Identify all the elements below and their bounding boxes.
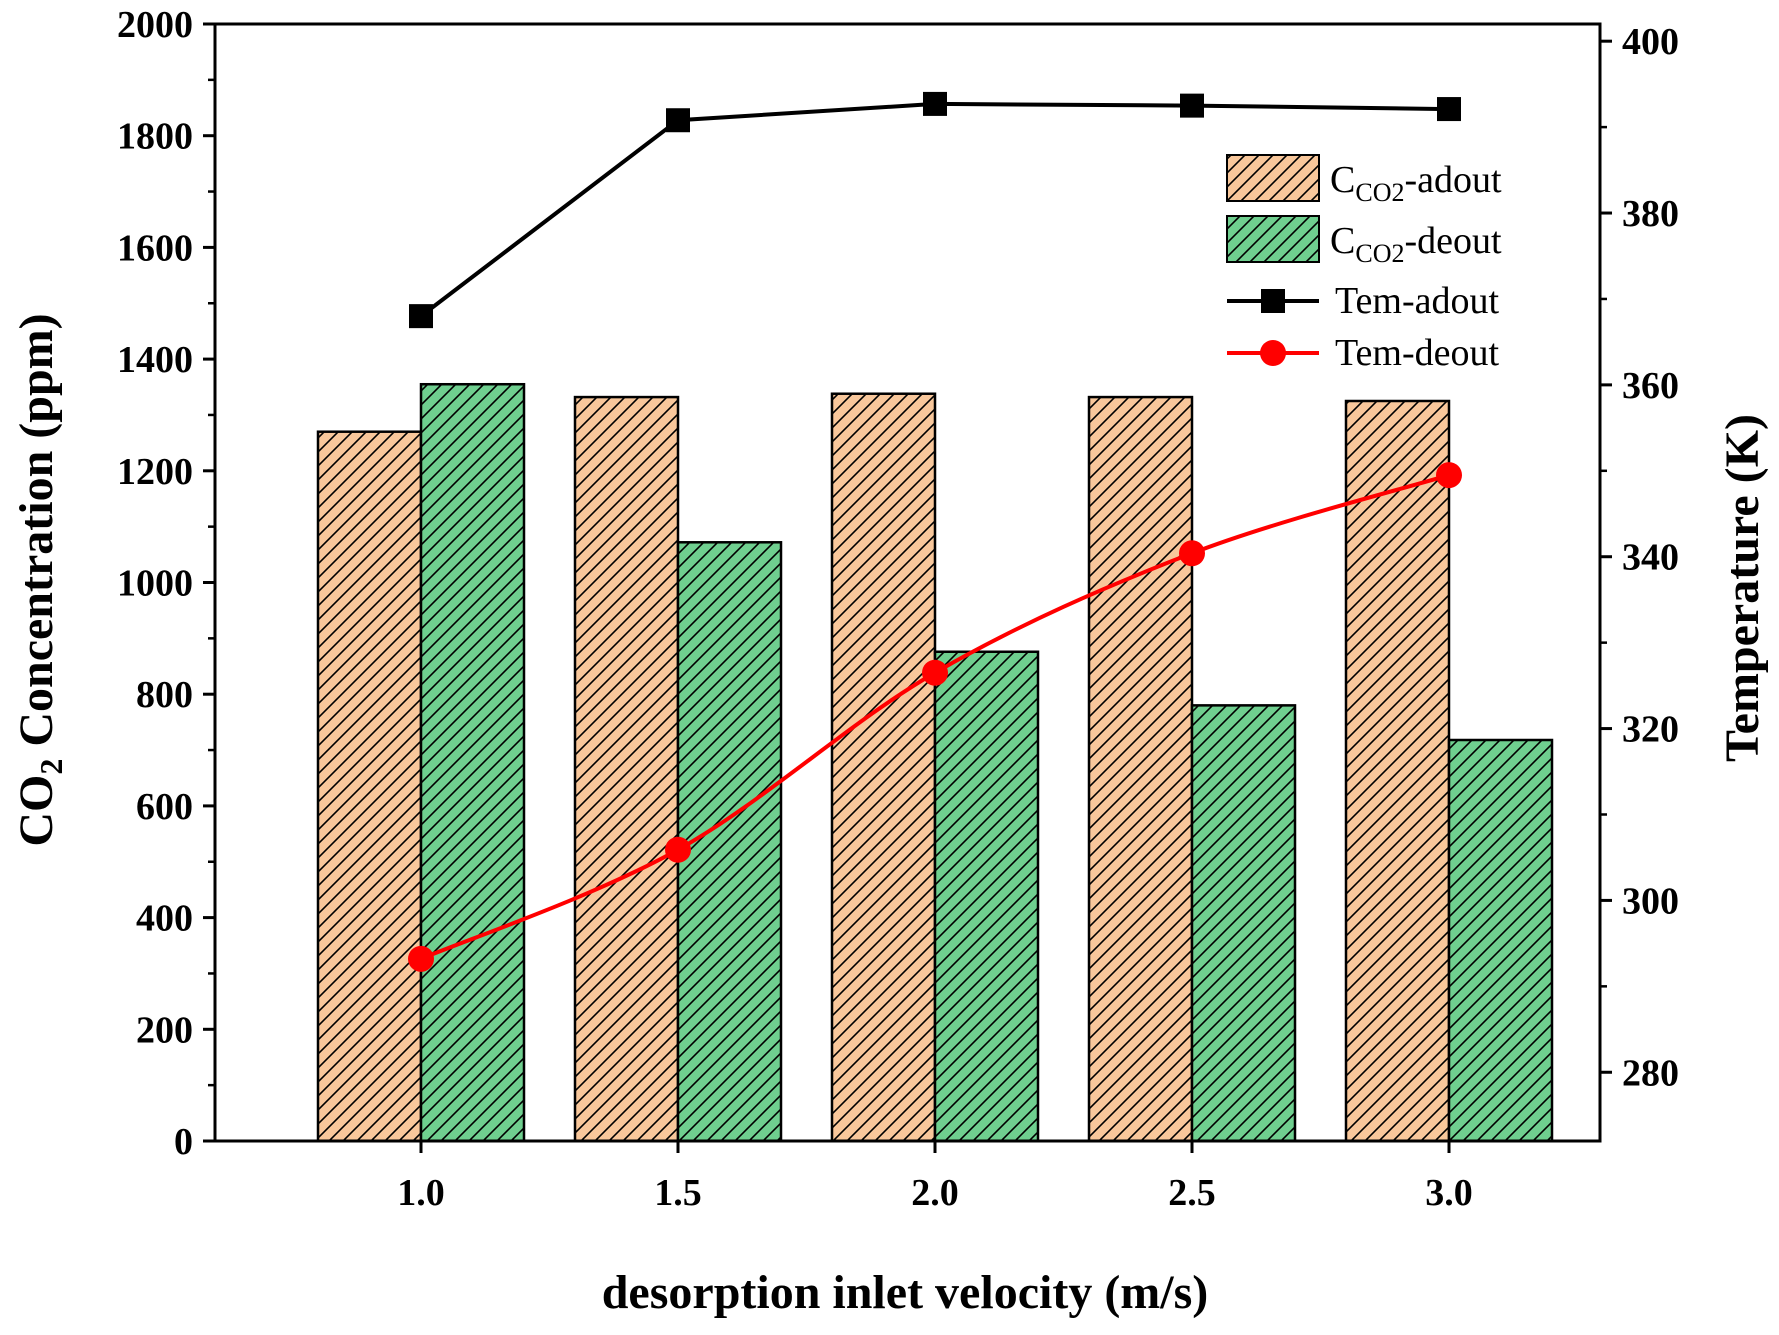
y-tick-label-2000: 2000 xyxy=(117,4,193,46)
marker-tem-adout-2.5 xyxy=(1180,93,1204,118)
y2-tick-label-300: 300 xyxy=(1622,880,1679,922)
x-axis-title: desorption inlet velocity (m/s) xyxy=(602,1266,1209,1319)
legend-marker-square-icon xyxy=(1261,289,1285,313)
y-axis-title: CO2 Concentration (ppm) xyxy=(10,313,69,846)
legend-item-cco2-adout: CCO2-adout xyxy=(1226,154,1502,207)
legend-marker-circle-icon xyxy=(1260,340,1286,366)
legend-label-cco2-deout: CCO2-deout xyxy=(1330,220,1502,268)
y-tick-label-600: 600 xyxy=(136,786,193,828)
x-tick-label-3.0: 3.0 xyxy=(1425,1172,1473,1214)
y-tick-label-400: 400 xyxy=(136,898,193,940)
marker-tem-deout-2.0 xyxy=(922,659,948,686)
bar-cco2-adout-3.0 xyxy=(1344,399,1451,1143)
x-tick-label-1.0: 1.0 xyxy=(397,1172,445,1214)
line-tem-adout xyxy=(419,101,1450,318)
marker-tem-deout-1.5 xyxy=(665,836,691,863)
marker-tem-adout-1.0 xyxy=(409,304,433,329)
legend-item-tem-deout: Tem-deout xyxy=(1227,332,1500,374)
legend-label-cco2-adout: CCO2-adout xyxy=(1330,159,1502,207)
x-tick-label-1.5: 1.5 xyxy=(654,1172,702,1214)
y2-tick-label-360: 360 xyxy=(1622,365,1679,407)
y2-tick-label-380: 380 xyxy=(1622,193,1679,235)
bar-cco2-adout-1.5 xyxy=(573,395,680,1143)
marker-tem-deout-2.5 xyxy=(1179,540,1205,567)
legend-swatch-cco2-adout xyxy=(1226,154,1320,202)
marker-tem-adout-2.0 xyxy=(923,91,947,116)
x-tick-label-2.0: 2.0 xyxy=(911,1172,959,1214)
axes-layer: 0 200 400 600 800 1000 1200 1400 1600 1800 2000 280… xyxy=(117,4,1679,1214)
bar-cco2-deout-3.0 xyxy=(1447,738,1554,1143)
marker-tem-deout-1.0 xyxy=(408,945,434,972)
y2-tick-label-400: 400 xyxy=(1622,21,1679,63)
bar-cco2-adout-2.5 xyxy=(1087,395,1194,1143)
legend-swatch-cco2-deout xyxy=(1226,215,1320,263)
y-tick-label-1000: 1000 xyxy=(117,563,193,605)
y-tick-label-1400: 1400 xyxy=(117,339,193,381)
legend-label-tem-adout: Tem-adout xyxy=(1335,280,1500,322)
y2-tick-label-280: 280 xyxy=(1622,1052,1679,1094)
legend-item-cco2-deout: CCO2-deout xyxy=(1226,215,1502,268)
y-tick-label-1800: 1800 xyxy=(117,116,193,158)
legend-label-tem-deout: Tem-deout xyxy=(1335,332,1500,374)
bar-cco2-deout-2.0 xyxy=(933,650,1040,1143)
marker-tem-adout-1.5 xyxy=(666,108,690,133)
bar-cco2-adout-2.0 xyxy=(830,392,937,1143)
bars-layer xyxy=(316,382,1554,1143)
y2-tick-label-320: 320 xyxy=(1622,709,1679,751)
y-tick-label-800: 800 xyxy=(136,674,193,716)
y-tick-label-1200: 1200 xyxy=(117,451,193,493)
marker-tem-deout-3.0 xyxy=(1436,462,1462,489)
marker-tem-adout-3.0 xyxy=(1437,97,1461,122)
y-tick-label-1600: 1600 xyxy=(117,227,193,269)
x-tick-label-2.5: 2.5 xyxy=(1168,1172,1216,1214)
y2-axis-title: Temperature (K) xyxy=(1716,414,1769,762)
lines-layer xyxy=(408,91,1462,972)
y-tick-label-200: 200 xyxy=(136,1009,193,1051)
bar-cco2-adout-1.0 xyxy=(316,430,423,1143)
legend-item-tem-adout: Tem-adout xyxy=(1227,280,1500,322)
y2-tick-label-340: 340 xyxy=(1622,537,1679,579)
bar-cco2-deout-2.5 xyxy=(1190,704,1297,1143)
legend: CCO2-adout CCO2-deout Tem-adout Tem-deou… xyxy=(1226,154,1502,374)
y-tick-label-0: 0 xyxy=(174,1121,193,1163)
bar-cco2-deout-1.0 xyxy=(419,382,526,1143)
